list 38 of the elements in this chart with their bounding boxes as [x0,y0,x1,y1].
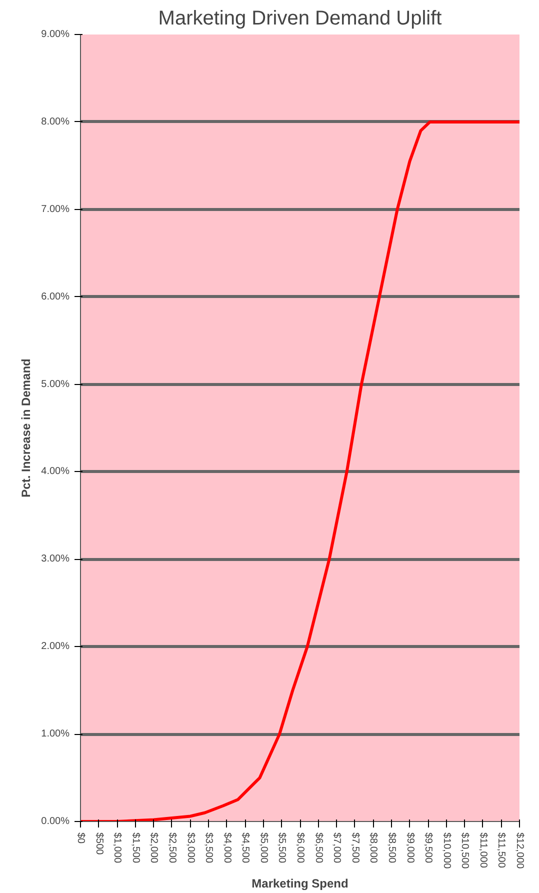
x-tick-label: $4,000 [221,832,232,864]
y-tick-label: 0.00% [41,816,70,827]
x-tick-label: $3,500 [203,832,214,864]
x-tick-label: $11,000 [477,832,488,868]
x-tick-label: $6,500 [312,832,324,864]
x-tick-label: $4,500 [240,832,251,864]
x-tick-label: $3,000 [184,832,196,864]
y-axis-title: Pct. Increase in Demand [19,358,34,498]
y-tick-label: 6.00% [41,291,70,302]
chart-title: Marketing Driven Demand Uplift [158,8,442,30]
x-tick-label: $0 [75,832,86,844]
y-tick-label: 4.00% [41,466,70,478]
x-axis-title: Marketing Spend [252,876,348,891]
x-tick-label: $11,500 [496,832,507,868]
x-tick-label: $2,000 [148,832,160,864]
y-tick-label: 1.00% [41,728,70,740]
x-tick-label: $7,000 [331,832,342,864]
x-tick-label: $5,500 [276,832,288,864]
x-tick-label: $8,500 [386,832,397,864]
x-tick-label: $9,500 [422,832,434,864]
y-tick-label: 9.00% [41,29,70,40]
y-tick-label: 3.00% [41,554,70,565]
x-tick-label: $12,000 [514,832,525,870]
x-tick-label: $7,500 [349,832,360,864]
x-tick-label: $5,000 [258,832,269,864]
y-tick-label: 5.00% [41,378,70,390]
x-tick-label: $10,500 [459,832,470,870]
x-tick-label: $1,000 [112,832,123,864]
y-tick-label: 8.00% [41,116,70,128]
x-tick-label: $1,500 [130,832,141,864]
x-tick-label: $500 [93,832,104,856]
y-tick-label: 2.00% [41,641,70,652]
x-tick-label: $9,000 [404,832,416,864]
x-tick-label: $10,000 [440,832,452,870]
x-tick-label: $2,500 [166,832,178,864]
x-tick-label: $6,000 [294,832,306,864]
y-tick-label: 7.00% [41,204,70,215]
x-tick-label: $8,000 [368,832,379,864]
